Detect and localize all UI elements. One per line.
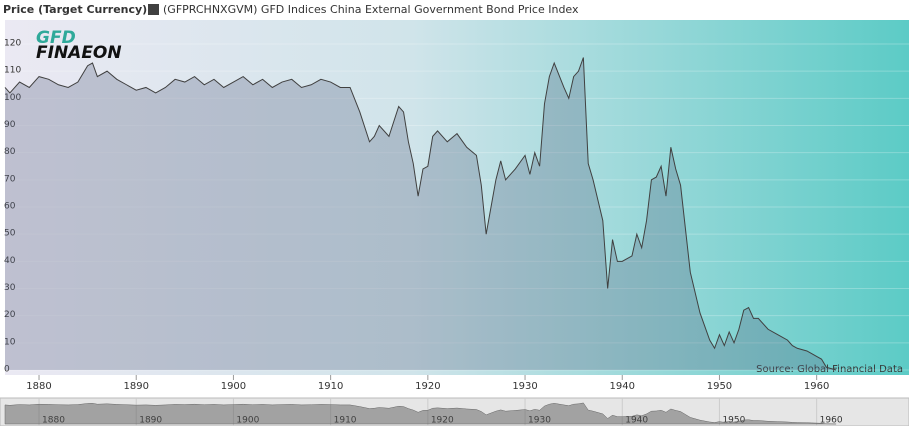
x-tick-label: 1900 <box>221 381 246 392</box>
plot-background <box>5 20 909 375</box>
x-tick-label: 1920 <box>415 381 440 392</box>
x-tick-label: 1910 <box>318 381 343 392</box>
y-tick-label: 0 <box>4 365 10 375</box>
x-tick-label: 1960 <box>804 381 829 392</box>
navigator-tick-label: 1890 <box>139 416 162 426</box>
legend-swatch <box>148 4 159 15</box>
navigator-tick-label: 1950 <box>722 416 745 426</box>
x-tick-label: 1930 <box>512 381 537 392</box>
source-note: Source: Global Financial Data <box>756 364 903 375</box>
navigator-tick-label: 1940 <box>625 416 648 426</box>
legend-label[interactable]: (GFPRCHNXGVM) GFD Indices China External… <box>163 3 579 16</box>
y-tick-label: 100 <box>4 93 21 103</box>
x-tick-label: 1880 <box>26 381 51 392</box>
navigator-tick-label: 1930 <box>528 416 551 426</box>
y-tick-label: 70 <box>4 174 16 184</box>
logo-top: GFD <box>36 28 76 48</box>
y-tick-label: 110 <box>4 66 21 76</box>
y-tick-label: 30 <box>4 283 16 293</box>
y-tick-label: 10 <box>4 337 16 347</box>
x-tick-label: 1940 <box>610 381 635 392</box>
navigator-tick-label: 1880 <box>42 416 65 426</box>
axis-title: Price (Target Currency) <box>3 3 147 16</box>
x-tick-label: 1890 <box>123 381 148 392</box>
y-tick-label: 60 <box>4 202 16 212</box>
y-tick-label: 20 <box>4 310 16 320</box>
navigator-tick-label: 1900 <box>236 416 259 426</box>
y-tick-label: 80 <box>4 147 16 157</box>
y-tick-label: 50 <box>4 229 16 239</box>
area-line <box>4 57 837 371</box>
navigator-area <box>4 402 837 425</box>
y-tick-label: 40 <box>4 256 16 266</box>
navigator[interactable] <box>0 398 909 426</box>
area-fill <box>5 57 837 370</box>
navigator-tick-label: 1920 <box>431 416 454 426</box>
logo-bottom: FINAEON <box>36 43 122 63</box>
x-tick-label: 1950 <box>707 381 732 392</box>
navigator-tick-label: 1910 <box>334 416 357 426</box>
y-tick-label: 120 <box>4 39 21 49</box>
navigator-tick-label: 1960 <box>820 416 843 426</box>
y-tick-label: 90 <box>4 120 16 130</box>
navigator-frame <box>0 397 909 426</box>
